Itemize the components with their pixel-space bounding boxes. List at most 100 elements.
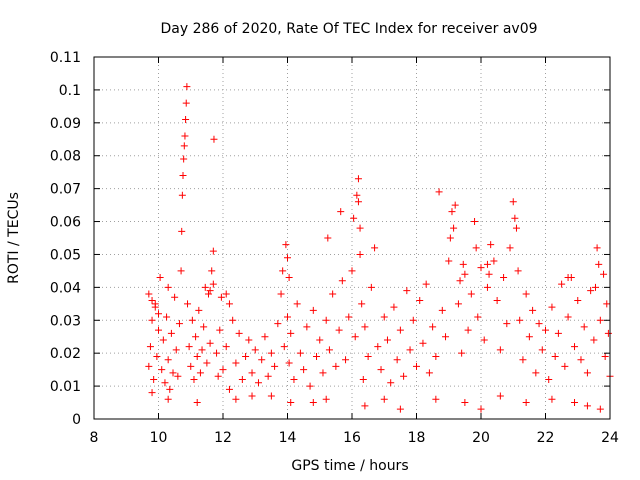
data-point <box>335 326 343 334</box>
data-point <box>271 362 279 370</box>
y-tick-label: 0.09 <box>50 116 81 132</box>
data-point <box>201 283 209 291</box>
data-point <box>296 349 304 357</box>
data-point <box>358 300 366 308</box>
data-point <box>164 283 172 291</box>
data-point <box>487 241 495 249</box>
data-point <box>248 369 256 377</box>
data-point <box>337 208 345 216</box>
data-point <box>171 293 179 301</box>
data-point <box>413 362 420 370</box>
data-point <box>548 303 556 311</box>
data-point <box>264 372 272 380</box>
data-point <box>193 399 201 407</box>
y-tick-label: 0.04 <box>50 280 81 296</box>
data-point <box>198 346 206 354</box>
data-point <box>387 379 395 387</box>
data-point <box>285 273 293 281</box>
data-point <box>193 352 201 360</box>
data-point <box>554 329 562 337</box>
data-point <box>151 303 159 311</box>
data-point <box>279 267 287 275</box>
chart-title: Day 286 of 2020, Rate Of TEC Index for r… <box>160 21 537 37</box>
data-point <box>456 277 464 285</box>
data-point <box>185 343 193 351</box>
data-point <box>219 366 227 374</box>
data-point <box>242 352 250 360</box>
data-point <box>380 395 388 403</box>
x-axis-ticks: 8 10 12 14 16 18 20 22 24 <box>90 57 619 446</box>
data-point <box>348 267 356 275</box>
data-point <box>591 283 599 291</box>
data-point <box>371 244 379 252</box>
data-point <box>322 316 330 324</box>
y-axis-label: ROTI / TECUs <box>6 192 22 284</box>
data-point <box>145 362 153 370</box>
data-point <box>293 300 301 308</box>
data-point <box>477 264 485 272</box>
data-point <box>280 343 288 351</box>
data-point <box>519 356 527 364</box>
data-point <box>187 362 195 370</box>
data-point <box>535 320 543 328</box>
data-point <box>583 369 591 377</box>
data-point <box>267 349 275 357</box>
data-point <box>367 283 375 291</box>
data-point <box>238 376 246 384</box>
data-point <box>232 395 240 403</box>
data-point <box>409 316 417 324</box>
data-point <box>596 316 604 324</box>
data-point <box>203 359 211 367</box>
data-point <box>485 270 493 278</box>
data-point <box>277 290 285 298</box>
y-tick-label: 0 <box>72 412 81 428</box>
data-point <box>282 241 290 249</box>
data-point <box>178 191 186 199</box>
data-point <box>158 366 166 374</box>
data-point <box>432 352 440 360</box>
data-point <box>450 224 458 232</box>
data-point <box>461 399 469 407</box>
data-point <box>306 382 314 390</box>
data-point <box>512 224 520 232</box>
data-point <box>235 329 243 337</box>
data-point <box>156 273 164 281</box>
data-point <box>603 300 611 308</box>
data-point <box>192 333 200 341</box>
data-point <box>580 323 588 331</box>
data-point <box>155 326 162 334</box>
data-point <box>159 336 167 344</box>
data-point <box>287 399 295 407</box>
data-point <box>209 280 217 288</box>
data-point <box>350 214 358 222</box>
data-point <box>345 313 353 321</box>
data-point <box>148 297 156 305</box>
data-point <box>210 135 218 143</box>
data-point <box>361 323 369 331</box>
data-point <box>181 132 189 140</box>
data-point <box>175 320 183 328</box>
x-tick-label: 24 <box>601 430 619 446</box>
y-tick-label: 0.03 <box>50 313 81 329</box>
data-point <box>406 346 414 354</box>
data-point <box>213 349 221 357</box>
data-point <box>601 352 609 360</box>
data-point <box>587 287 595 295</box>
y-tick-label: 0.07 <box>50 182 81 198</box>
data-point <box>166 385 174 393</box>
data-point <box>342 356 350 364</box>
data-point <box>595 260 603 268</box>
data-point <box>400 372 408 380</box>
y-tick-label: 0.1 <box>59 83 81 99</box>
data-point <box>448 208 456 216</box>
y-tick-label: 0.11 <box>50 50 81 66</box>
data-point <box>454 300 462 308</box>
data-point <box>222 290 230 298</box>
data-point <box>496 392 504 400</box>
data-point <box>458 349 466 357</box>
y-tick-label: 0.06 <box>50 215 81 231</box>
data-point <box>183 83 191 91</box>
data-point <box>325 346 333 354</box>
data-point <box>274 320 282 328</box>
